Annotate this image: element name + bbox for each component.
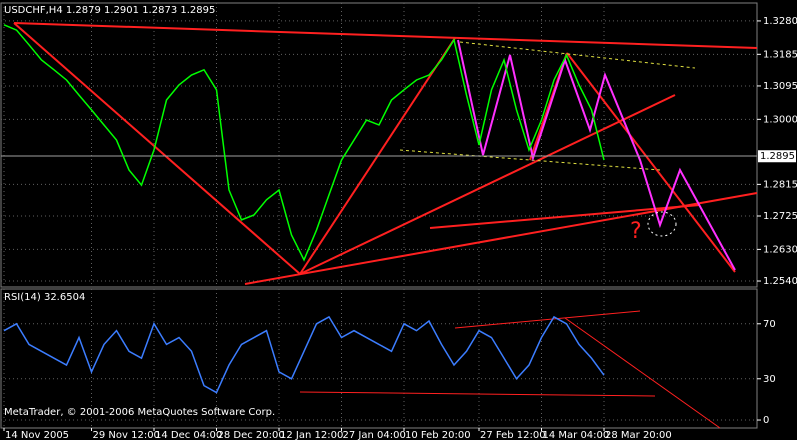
target-circle: [647, 211, 677, 237]
trendline: [564, 317, 721, 429]
y-tick-label: 1.3185: [763, 49, 797, 60]
x-tick-label: 14 Mar 04:00: [543, 430, 610, 440]
y-tick-label: 1.2815: [763, 179, 797, 190]
pattern-line: [457, 39, 736, 271]
y-tick-label: 70: [763, 319, 776, 330]
y-tick-label: 1.2725: [763, 211, 797, 222]
header: USDCHF,H4 1.2879 1.2901 1.2873 1.2895: [4, 5, 215, 16]
trendline: [299, 391, 656, 397]
rsi-title: RSI(14) 32.6504: [4, 292, 85, 303]
annotation: ?: [630, 219, 642, 244]
trendline: [299, 94, 676, 275]
x-tick-label: 27 Feb 12:00: [480, 430, 546, 440]
rsi-trendlines: [299, 310, 721, 429]
trendline: [13, 22, 758, 49]
y-tick-label: 1.2540: [763, 276, 797, 287]
last-price-box: [758, 150, 796, 163]
x-tick-label: 10 Feb 20:00: [405, 430, 471, 440]
last-price-label: 1.2895: [760, 151, 795, 162]
trendline: [454, 310, 641, 329]
x-tick-label: 28 Dec 20:00: [218, 430, 285, 440]
y-tick-label: 0: [763, 415, 769, 426]
channel-line: [459, 41, 696, 69]
trendline: [566, 52, 736, 273]
x-tick-label: 27 Jan 04:00: [343, 430, 406, 440]
price-line: [3, 24, 605, 262]
x-tick-label: 28 Mar 20:00: [605, 430, 672, 440]
rsi-panel: [0, 288, 758, 429]
x-tick-label: 14 Dec 04:00: [155, 430, 222, 440]
rsi-line: [3, 315, 605, 394]
x-tick-label: 14 Nov 2005: [5, 430, 69, 440]
y-tick-label: 1.3280: [763, 16, 797, 27]
channel-lines: [399, 41, 696, 171]
grid: [1, 3, 757, 428]
y-tick-label: 1.3000: [763, 114, 797, 125]
y-tick-label: 30: [763, 374, 776, 385]
x-tick-label: 29 Nov 12:00: [93, 430, 160, 440]
price-panel: [0, 2, 758, 288]
x-tick-label: 12 Jan 12:00: [280, 430, 343, 440]
y-tick-label: 1.3095: [763, 81, 797, 92]
y-tick-label: 1.2630: [763, 244, 797, 255]
trendline: [13, 22, 301, 275]
footer: MetaTrader, © 2001-2006 MetaQuotes Softw…: [4, 407, 275, 418]
channel-line: [399, 149, 661, 171]
